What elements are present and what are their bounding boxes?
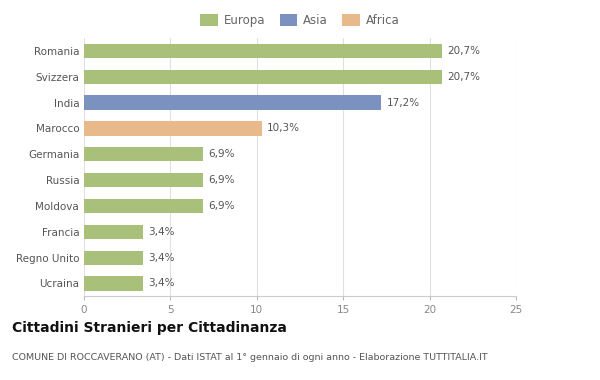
Bar	[84, 147, 203, 162]
Bar	[84, 95, 381, 110]
Bar	[84, 173, 203, 187]
Legend: Europa, Asia, Africa: Europa, Asia, Africa	[200, 14, 400, 27]
Bar	[84, 276, 143, 291]
Bar	[84, 199, 203, 213]
Text: 3,4%: 3,4%	[148, 227, 175, 237]
Text: 6,9%: 6,9%	[208, 175, 235, 185]
Bar	[84, 121, 262, 136]
Text: 10,3%: 10,3%	[267, 124, 300, 133]
Bar	[84, 225, 143, 239]
Text: COMUNE DI ROCCAVERANO (AT) - Dati ISTAT al 1° gennaio di ogni anno - Elaborazion: COMUNE DI ROCCAVERANO (AT) - Dati ISTAT …	[12, 353, 488, 363]
Text: 17,2%: 17,2%	[386, 98, 419, 108]
Text: 3,4%: 3,4%	[148, 253, 175, 263]
Text: 20,7%: 20,7%	[447, 72, 480, 82]
Text: Cittadini Stranieri per Cittadinanza: Cittadini Stranieri per Cittadinanza	[12, 321, 287, 335]
Text: 3,4%: 3,4%	[148, 279, 175, 288]
Text: 6,9%: 6,9%	[208, 149, 235, 159]
Bar	[84, 44, 442, 58]
Text: 20,7%: 20,7%	[447, 46, 480, 56]
Bar	[84, 250, 143, 265]
Bar	[84, 70, 442, 84]
Text: 6,9%: 6,9%	[208, 201, 235, 211]
